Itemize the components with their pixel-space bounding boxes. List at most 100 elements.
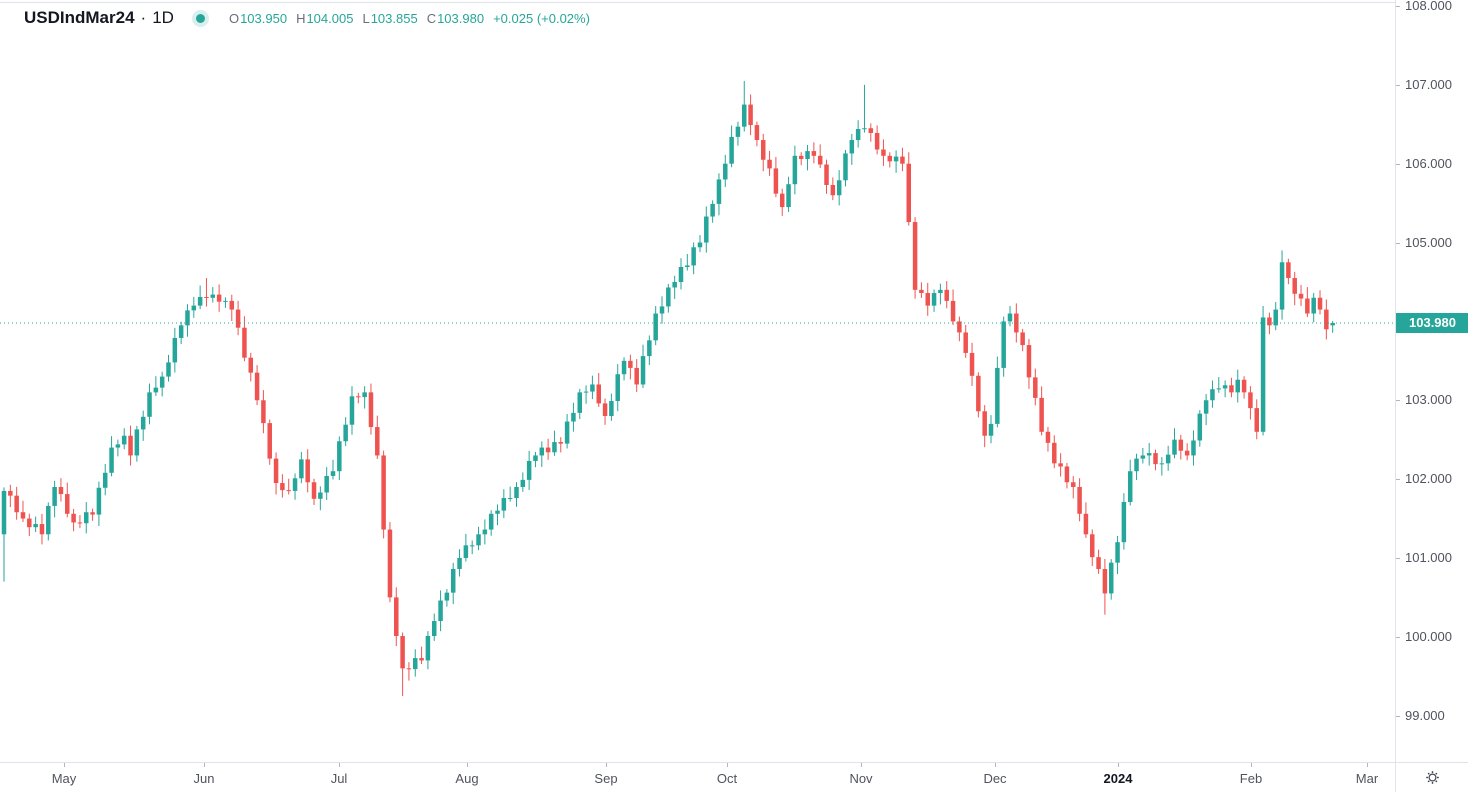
chart-legend: USDIndMar24 · 1D O 103.950 H 104.005 L 103.…: [24, 8, 590, 28]
candle: [46, 502, 51, 541]
price-axis[interactable]: 103.980 108.000 107.000 106.000 105.000 103.…: [1395, 0, 1468, 762]
market-status-dot: [195, 13, 205, 23]
candle: [394, 587, 399, 647]
candle: [786, 176, 791, 212]
candle: [995, 356, 1000, 428]
candle: [906, 152, 912, 226]
change-value: +0.025 (+0.02%): [493, 10, 590, 26]
candle: [159, 371, 165, 397]
candle: [583, 385, 589, 404]
candle: [976, 372, 981, 418]
gear-icon[interactable]: [1425, 770, 1440, 785]
market-status-icon[interactable]: [191, 9, 209, 27]
candle: [672, 275, 677, 299]
price-tick-mark: [1396, 84, 1400, 86]
candle: [1178, 434, 1184, 460]
candle: [1020, 328, 1025, 352]
candle: [520, 472, 526, 492]
candle: [324, 467, 329, 500]
candle: [413, 649, 418, 677]
candle: [590, 375, 595, 400]
candle: [400, 632, 405, 696]
candle: [697, 235, 703, 253]
price-tick-mark: [1396, 6, 1400, 7]
candle: [128, 425, 133, 466]
price-tick-mark: [1396, 400, 1400, 402]
price-tick-label: 100.000: [1405, 628, 1452, 644]
candle: [1159, 457, 1165, 476]
candle: [140, 410, 146, 441]
candle: [488, 510, 494, 536]
candle: [476, 526, 481, 551]
candle: [957, 316, 962, 342]
candle: [564, 414, 570, 449]
time-tick-label: Nov: [849, 771, 873, 786]
candle: [862, 84, 867, 133]
price-tick-mark: [1396, 163, 1400, 165]
candle: [1039, 386, 1044, 436]
candle: [1127, 459, 1133, 506]
candle: [14, 486, 19, 520]
price-tick-label: 107.000: [1405, 76, 1452, 92]
candle: [1026, 338, 1032, 389]
candle: [874, 125, 880, 155]
candle: [134, 425, 140, 462]
candle: [90, 508, 95, 521]
candle: [273, 452, 279, 495]
price-tick-label: 108.000: [1405, 0, 1452, 13]
candle: [628, 354, 633, 380]
time-tick-label: Oct: [716, 771, 738, 786]
candle: [147, 383, 152, 425]
candle: [1197, 410, 1203, 447]
candle: [1140, 447, 1146, 464]
candle: [944, 281, 949, 309]
candle: [248, 352, 254, 382]
time-tick-label: Jul: [330, 771, 348, 786]
candle: [1305, 287, 1310, 318]
candle: [1115, 536, 1120, 575]
price-tick-label: 102.000: [1405, 471, 1452, 487]
candle: [33, 516, 38, 533]
candle: [191, 296, 197, 318]
time-tick-label: Feb: [1239, 771, 1263, 786]
symbol-name[interactable]: USDIndMar24: [24, 8, 135, 27]
candle: [881, 139, 886, 166]
time-axis[interactable]: May Jun Jul Aug Sep Oct Nov Dec 2024 Feb Mar: [0, 762, 1395, 792]
candle: [387, 522, 393, 603]
candle: [71, 508, 76, 532]
candle: [280, 474, 285, 498]
candle: [526, 450, 532, 491]
candle: [1222, 380, 1228, 398]
time-tick-label: Aug: [455, 771, 479, 786]
candle: [963, 324, 968, 358]
candle: [1248, 386, 1253, 420]
candle: [368, 383, 374, 435]
candle: [330, 459, 336, 480]
candle: [507, 486, 513, 502]
candle: [115, 439, 121, 457]
interval-label[interactable]: 1D: [152, 8, 174, 27]
candle: [615, 364, 620, 412]
candle: [849, 133, 855, 165]
candle: [8, 484, 13, 508]
candle: [919, 282, 924, 298]
candle: [457, 549, 462, 577]
candle: [1267, 312, 1272, 335]
candle: [153, 376, 159, 396]
candle: [621, 357, 627, 381]
time-tick-mark: [1251, 763, 1252, 767]
candle: [653, 306, 658, 346]
high-label: H: [296, 10, 306, 26]
candle: [210, 287, 216, 303]
candle: [109, 436, 114, 477]
candle: [1153, 449, 1158, 471]
candle: [469, 540, 475, 555]
chart-canvas[interactable]: USDIndMar24 · 1D O 103.950 H 104.005 L 103.…: [0, 0, 1395, 762]
time-tick-label: 2024: [1103, 771, 1133, 786]
candle: [1146, 442, 1152, 466]
candle: [178, 321, 184, 345]
time-tick-mark: [995, 763, 996, 767]
candle: [27, 513, 32, 537]
candle: [704, 206, 709, 253]
candle: [868, 123, 874, 142]
